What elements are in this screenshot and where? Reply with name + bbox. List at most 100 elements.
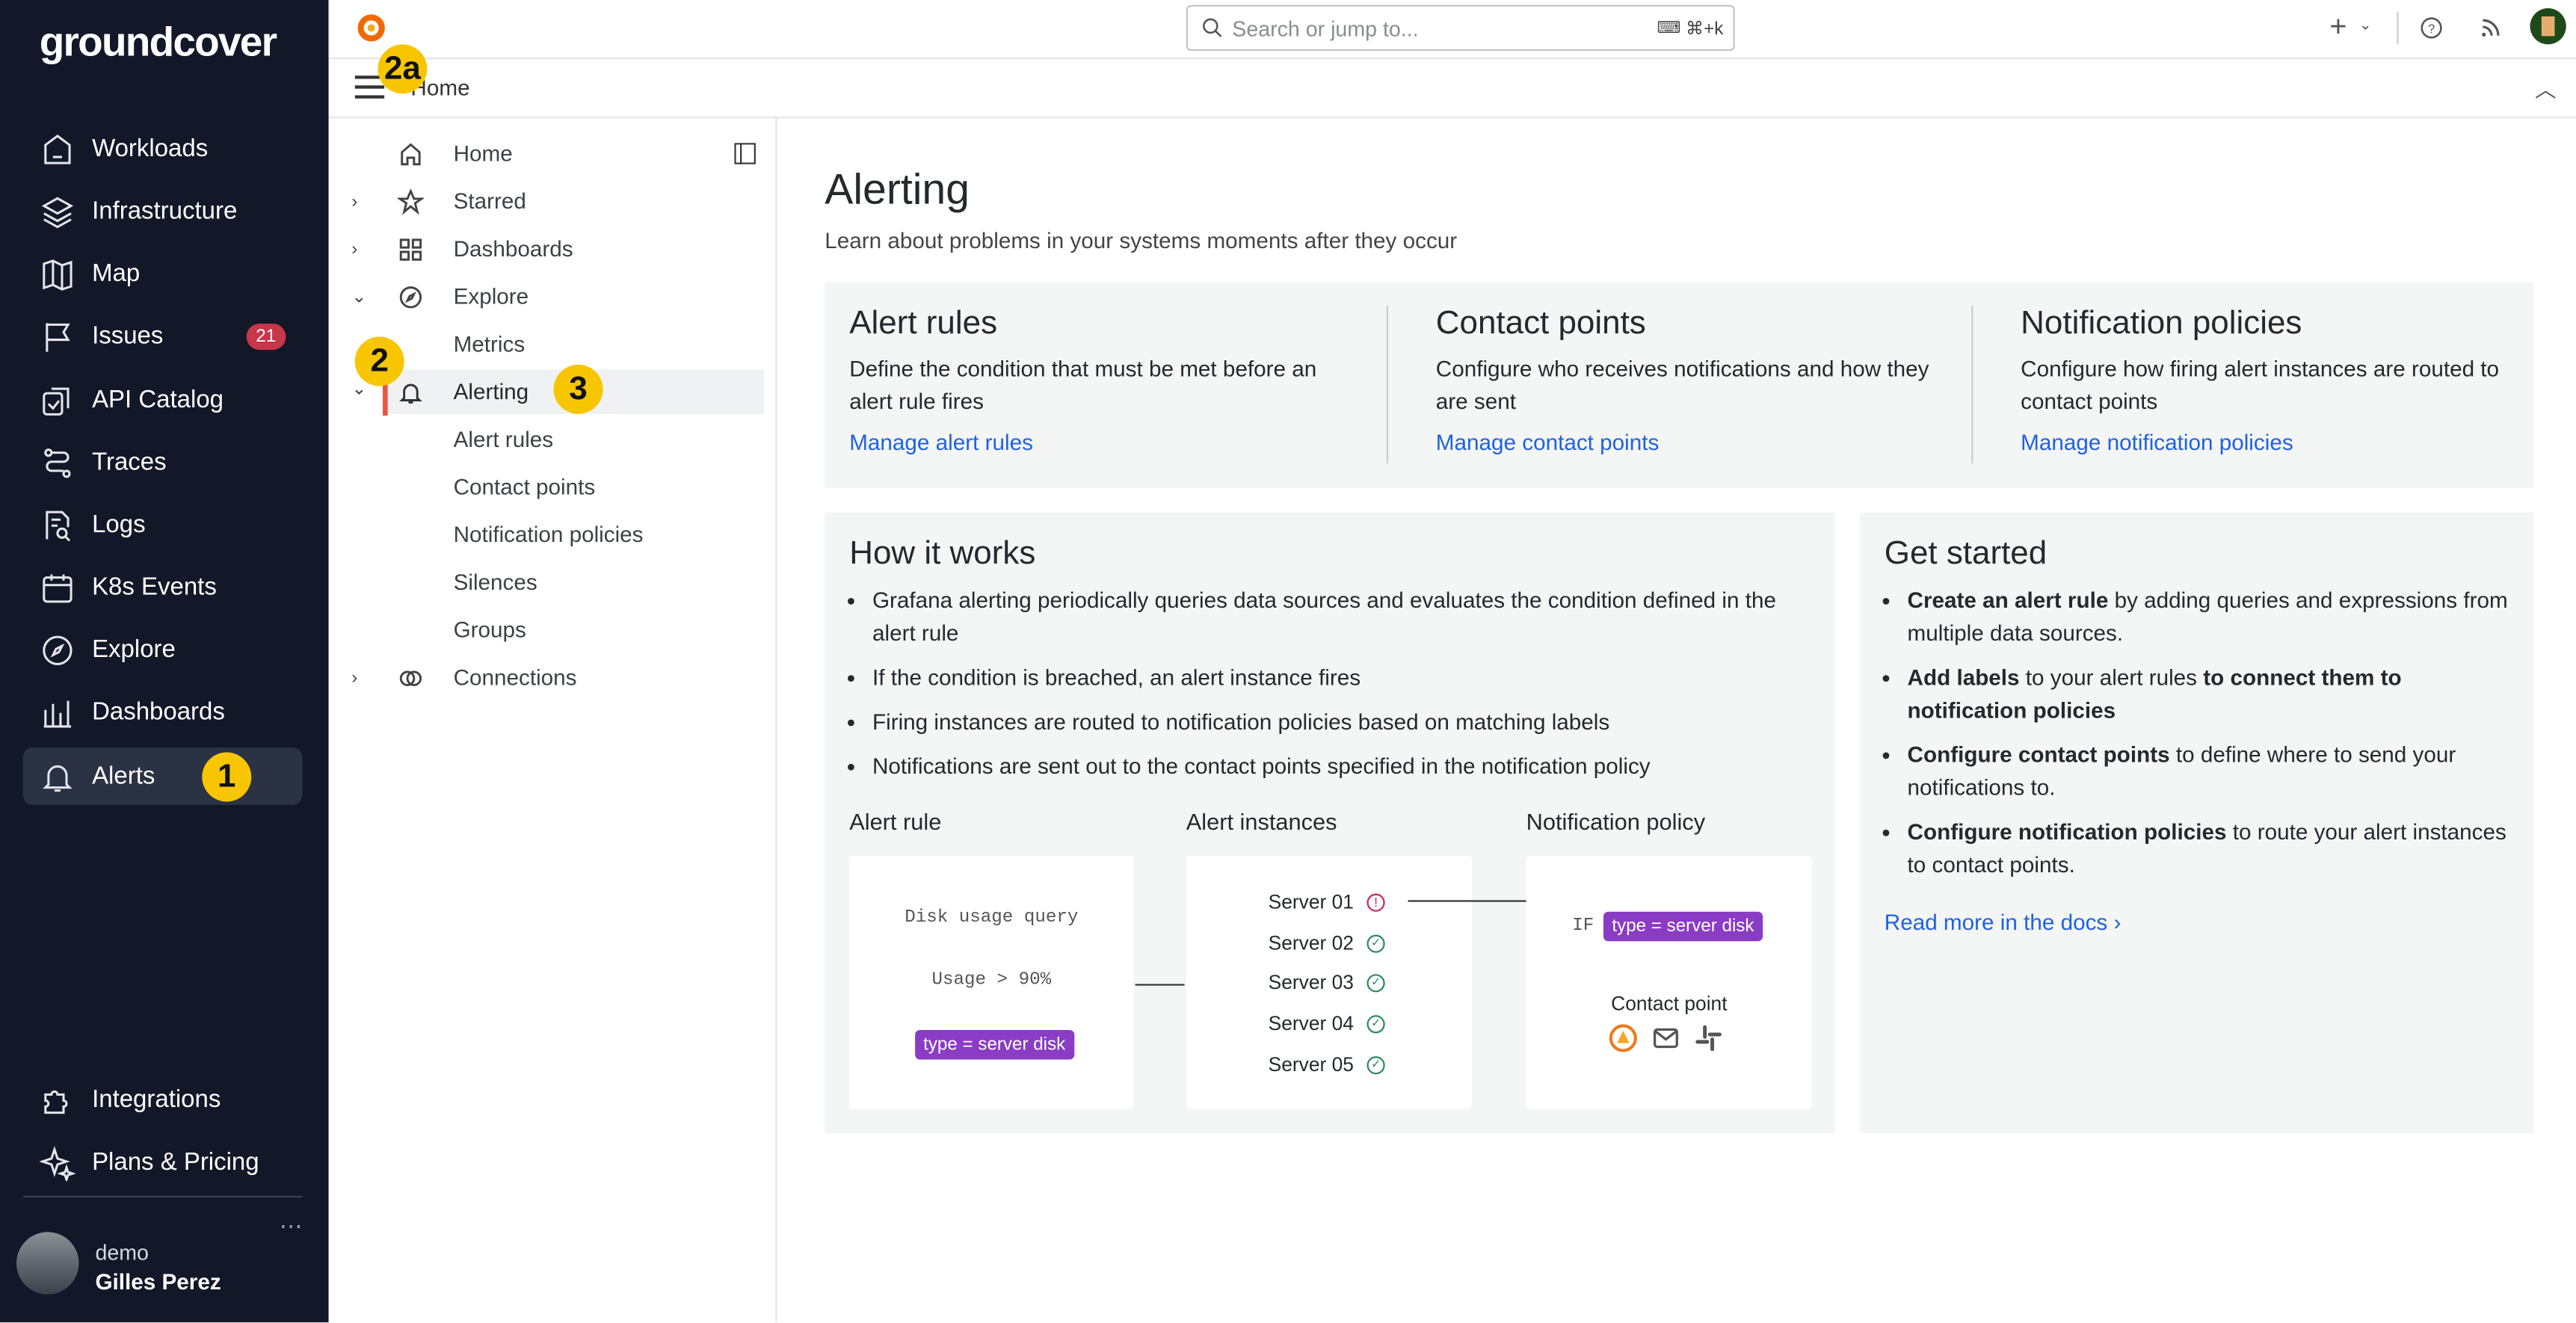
nav-item-explore[interactable]: ⌄ Explore (329, 274, 764, 318)
label: Logs (92, 511, 146, 539)
nav-item-home[interactable]: Home (329, 132, 764, 176)
manage-alert-rules-link[interactable]: Manage alert rules (849, 430, 1033, 455)
get-started-item: Create an alert rule by adding queries a… (1908, 585, 2515, 650)
traces-icon (44, 448, 71, 478)
sidebar-item-logs[interactable]: Logs (23, 496, 303, 554)
alert-instances-box: Server 01! Server 02 ✓ Server 03 ✓ Server … (1186, 856, 1526, 1109)
nav-item-contact-points[interactable]: Contact points (329, 465, 764, 509)
label: Explore (92, 635, 176, 664)
label: Integrations (92, 1085, 221, 1114)
divider (2397, 11, 2399, 45)
bullet: Firing instances are routed to notificat… (872, 706, 1817, 739)
sidebar-item-alerts[interactable]: Alerts (22, 747, 303, 805)
label: Starred (453, 188, 526, 214)
sidebar-item-infrastructure[interactable]: Infrastructure (23, 182, 303, 240)
label: Connections (453, 665, 577, 691)
section-title: Get started (1884, 535, 2047, 572)
sidebar-item-map[interactable]: Map (23, 244, 303, 302)
search-input[interactable]: Search or jump to... ⌨ ⌘+k (1186, 4, 1735, 52)
label: Alerts (92, 762, 155, 791)
server-row: Server 05 ✓ (1269, 1053, 1385, 1076)
logs-icon (46, 510, 71, 541)
annotation-marker: 2 (354, 336, 404, 386)
label: Traces (92, 448, 167, 477)
server-row: Server 01! (1269, 890, 1385, 913)
active-indicator (383, 376, 388, 416)
mega-menu: Home › Starred › Dashboards ⌄ Explore Metri… (329, 118, 777, 1323)
chevron-right-icon[interactable]: › (351, 191, 358, 212)
home-icon (44, 133, 71, 164)
collapse-chevron-up-icon[interactable]: ︿ (2535, 77, 2557, 102)
notification-policy-box: IF type = server disk Contact point (1526, 856, 1813, 1109)
chevron-right-icon[interactable]: › (351, 238, 358, 259)
chevron-down-icon[interactable]: ⌄ (2358, 16, 2372, 33)
server-name: Server 03 (1268, 970, 1354, 994)
diagram-heading: Alert instances (1186, 808, 1337, 835)
dashboards-icon (43, 700, 72, 727)
server-name: Server 01 (1268, 890, 1354, 913)
condition-text: Usage > 90% (931, 970, 1052, 991)
manage-notification-policies-link[interactable]: Manage notification policies (2021, 430, 2293, 455)
alert-firing-icon: ! (1366, 892, 1385, 911)
check-circle-icon: ✓ (1366, 1014, 1385, 1033)
compass-icon (43, 635, 73, 664)
oncall-icon (1609, 1024, 1637, 1052)
sidebar-item-issues[interactable]: Issues 21 (23, 307, 303, 365)
if-text: IF (1572, 916, 1594, 937)
nav-item-connections[interactable]: › Connections (329, 656, 764, 700)
server-row: Server 02 ✓ (1269, 931, 1385, 955)
section-title: Contact points (1435, 305, 1646, 342)
label: Groups (453, 617, 526, 643)
help-icon[interactable]: ? (2420, 16, 2443, 40)
label: Plans & Pricing (92, 1148, 259, 1176)
nav-item-notification-policies[interactable]: Notification policies (329, 513, 764, 557)
sidebar-item-plans-pricing[interactable]: Plans & Pricing (23, 1133, 303, 1191)
map-icon (43, 259, 73, 290)
main-content: Alerting Learn about problems in your sy… (777, 118, 2576, 1322)
sidebar-item-traces[interactable]: Traces (23, 434, 303, 491)
label: Dashboards (92, 698, 225, 727)
nav-item-silences[interactable]: Silences (329, 560, 764, 604)
sidebar-item-integrations[interactable]: Integrations (23, 1071, 303, 1129)
nav-item-groups[interactable]: Groups (329, 608, 764, 652)
nav-item-dashboards[interactable]: › Dashboards (329, 226, 764, 271)
groundcover-sidebar: groundcover Workloads Infrastructure Map… (0, 0, 329, 1323)
label: Notification policies (453, 522, 644, 547)
sidebar-item-workloads[interactable]: Workloads (23, 120, 303, 177)
more-options-button[interactable]: ⋯ (279, 1212, 303, 1239)
nav-item-alert-rules[interactable]: Alert rules (329, 417, 764, 461)
chevron-right-icon[interactable]: › (351, 667, 358, 688)
news-feed-icon[interactable] (2479, 16, 2502, 40)
chevron-down-icon[interactable]: ⌄ (351, 287, 367, 307)
section-title: How it works (849, 535, 1036, 572)
compass-icon (399, 286, 422, 308)
sidebar-item-k8s-events[interactable]: K8s Events (23, 558, 303, 616)
svg-text:?: ? (2428, 22, 2435, 36)
divider (22, 1195, 303, 1198)
server-name: Server 02 (1268, 931, 1354, 955)
section-desc: Configure how firing alert instances are… (2021, 356, 2500, 414)
profile-avatar[interactable] (2530, 7, 2566, 45)
nav-item-starred[interactable]: › Starred (329, 179, 764, 223)
annotation-marker: 1 (202, 752, 252, 802)
chevron-down-icon[interactable]: ⌄ (351, 379, 367, 400)
how-it-works-card: How it works Grafana alerting periodical… (825, 512, 1835, 1134)
user-avatar[interactable] (16, 1232, 79, 1295)
grafana-logo-icon[interactable] (354, 10, 389, 46)
manage-contact-points-link[interactable]: Manage contact points (1435, 430, 1660, 455)
sidebar-item-explore[interactable]: Explore (23, 621, 303, 679)
sidebar-item-dashboards[interactable]: Dashboards (23, 683, 303, 741)
sidebar-item-api-catalog[interactable]: API Catalog (23, 371, 303, 429)
diagram-heading: Alert rule (849, 808, 942, 835)
api-catalog-icon (43, 386, 70, 415)
label: Alert rules (453, 427, 554, 452)
query-text: Disk usage query (905, 908, 1079, 928)
add-button[interactable]: + (2329, 10, 2347, 43)
server-row: Server 04 ✓ (1269, 1012, 1385, 1035)
issues-count-badge: 21 (246, 322, 286, 350)
label: Map (92, 259, 141, 288)
nav-item-metrics[interactable]: Metrics (329, 322, 764, 366)
annotation-marker: 2a (378, 44, 428, 94)
read-docs-link[interactable]: Read more in the docs › (1884, 910, 2121, 935)
dock-menu-icon[interactable] (734, 143, 756, 164)
